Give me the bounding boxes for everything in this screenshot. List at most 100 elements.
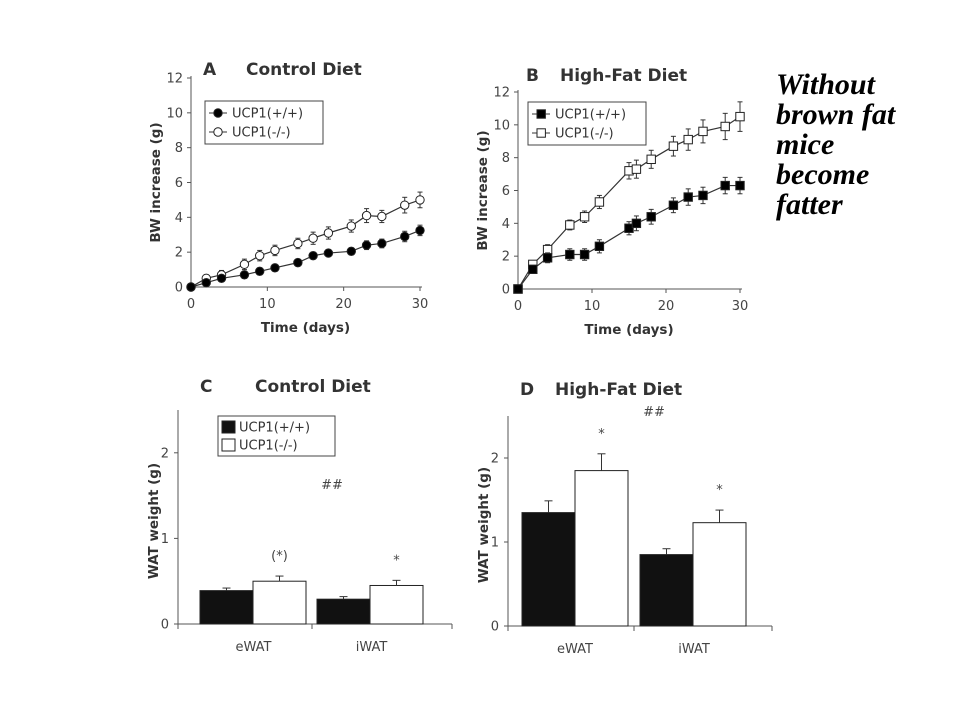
bar [316,598,371,625]
panel-c: C Control Diet 0 1 2 WAT weight (g) eWAT iWAT (*… [146,377,453,655]
data-point [415,225,425,236]
y-tick-label: 6 [175,176,183,191]
y-tick-label: 10 [493,118,510,133]
x-tick-label: 0 [514,299,522,314]
data-point [594,197,605,207]
legend-item: UCP1(+/+) [532,108,626,123]
data-point [579,249,590,260]
panel-title: Control Diet [246,60,362,80]
legend-item: UCP1(+/+) [221,420,310,436]
y-tick-label: 12 [166,72,183,87]
significance-marker: ## [643,405,665,420]
legend-marker [536,128,546,138]
panel-letter: B [526,66,539,86]
x-tick-label: iWAT [356,640,388,655]
x-tick-label: 20 [658,299,675,314]
y-tick-label: 6 [502,184,510,199]
legend-marker [536,109,546,119]
series-line [517,184,740,290]
y-tick-label: 0 [491,620,499,635]
data-point [293,257,303,268]
x-tick-label: 30 [412,297,429,312]
legend-label: UCP1(+/+) [232,107,303,122]
data-point [201,277,211,288]
data-point [646,212,656,222]
data-point [400,231,410,242]
y-tick-label: 2 [491,452,499,467]
caption-line: Without [776,68,875,101]
panel-title: High-Fat Diet [560,66,687,86]
data-point [255,266,265,277]
y-tick-label: 2 [161,446,169,461]
data-point [624,223,634,233]
data-point [293,238,303,249]
legend-marker [213,127,223,137]
legend-box [204,100,324,145]
caption-line: brown fat [776,98,896,131]
significance-marker: (*) [271,549,288,564]
data-point [668,200,679,210]
category-ewat: eWAT [199,575,307,655]
x-tick-label: eWAT [557,642,593,657]
panel-b: B High-Fat Diet 0 2 4 6 8 10 12 0 10 20 30 Time (days… [475,66,748,338]
y-axis-label: WAT weight (g) [476,467,492,583]
y-tick-label: 12 [493,86,510,101]
data-point [542,253,553,263]
data-point [216,273,227,283]
panel-title: High-Fat Diet [555,380,682,400]
series-wildtype [186,224,425,292]
data-point [400,200,410,210]
data-point [579,212,590,222]
caption-line: become [776,158,870,191]
caption: Without brown fat mice become fatter [776,70,956,220]
bar [199,590,254,625]
y-tick-label: 1 [491,536,499,551]
bar [692,522,747,627]
significance-marker: * [598,427,605,442]
x-axis-label: Time (days) [261,320,350,336]
data-point [308,233,318,243]
legend-item: UCP1(-/-) [221,438,298,454]
x-tick-label: 30 [732,299,749,314]
legend: UCP1(+/+) UCP1(-/-) [527,101,647,146]
panel-letter: D [520,380,534,400]
legend-label: UCP1(-/-) [239,439,298,454]
legend-label: UCP1(-/-) [555,127,614,142]
y-axis-label: WAT weight (g) [146,463,162,579]
data-point [735,111,745,122]
legend-box [527,101,647,146]
y-tick-label: 4 [502,217,510,232]
data-point [565,249,575,260]
legend-box [217,415,336,457]
data-point [594,241,605,252]
data-point [255,250,265,261]
data-point [528,264,538,275]
data-point [361,240,372,250]
data-point [239,270,250,280]
data-point [323,228,334,238]
data-point [270,263,280,273]
bar [574,470,629,627]
data-point [631,218,642,229]
series-knockout [186,191,425,292]
y-tick-label: 0 [161,618,169,633]
legend-item: UCP1(-/-) [532,127,614,142]
data-point [415,195,425,205]
y-tick-label: 8 [502,151,510,166]
y-axis-label: BW increase (g) [475,130,491,250]
data-point [270,245,280,256]
y-tick-label: 0 [175,281,183,296]
category-iwat: iWAT [639,509,747,657]
legend-item: UCP1(-/-) [209,126,291,141]
data-point [308,250,318,261]
category-ewat: eWAT [521,453,629,657]
y-tick-label: 0 [502,283,510,298]
data-point [646,154,656,165]
x-axis-label: Time (days) [584,322,673,338]
y-tick-label: 4 [175,211,183,226]
caption-line: mice [776,128,835,161]
y-tick-label: 2 [502,250,510,265]
panel-title: Control Diet [255,377,371,397]
data-point [186,282,196,292]
